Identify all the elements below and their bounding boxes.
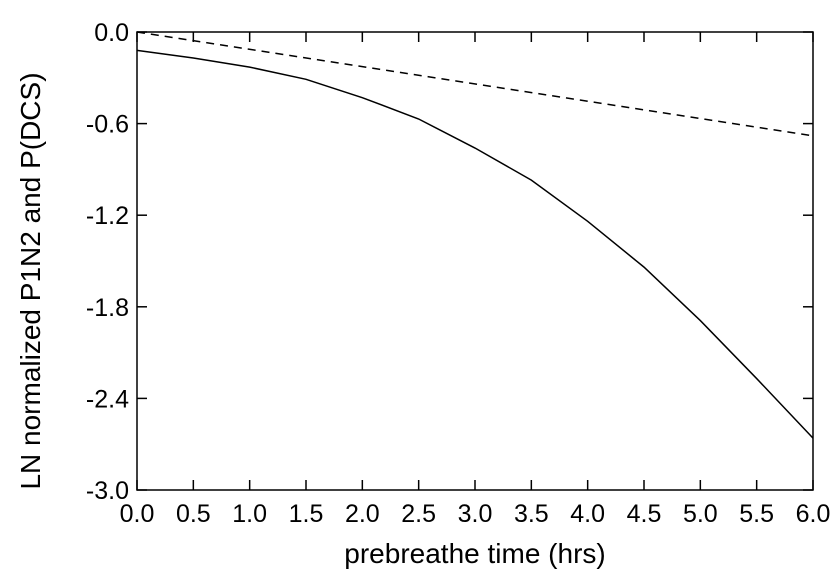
y-tick-label: -3.0 [86,477,129,505]
y-tick-label: -1.8 [86,294,129,322]
x-tick-label: 1.0 [232,500,267,528]
x-tick-label: 2.5 [401,500,436,528]
axis-ticks [136,31,814,491]
x-axis-label: prebreathe time (hrs) [344,538,605,569]
x-tick-label: 6.0 [796,500,831,528]
y-tick-label: -1.2 [86,202,129,230]
y-tick-label: -2.4 [86,385,129,413]
x-tick-label: 4.5 [627,500,662,528]
x-tick-label: 0.0 [120,500,155,528]
series-line-dashed [136,31,814,137]
x-tick-label: 4.0 [570,500,605,528]
x-tick-label: 0.5 [176,500,211,528]
x-tick-label: 5.5 [739,500,774,528]
x-tick-label: 5.0 [683,500,718,528]
plot-area [136,31,814,439]
tick-labels: 0.0 0.5 1.0 1.5 2.0 2.5 3.0 3.5 4.0 4.5 5.0 5.5 6.0 0… [86,19,830,528]
y-axis-label: LN normalized P1N2 and P(DCS) [15,72,46,489]
x-tick-label: 3.5 [514,500,549,528]
x-tick-label: 1.5 [289,500,324,528]
series-line-solid [136,49,814,439]
x-tick-label: 2.0 [345,500,380,528]
x-tick-label: 3.0 [458,500,493,528]
y-tick-label: -0.6 [86,111,129,139]
plot-frame [136,31,814,491]
y-tick-label: 0.0 [94,19,129,47]
